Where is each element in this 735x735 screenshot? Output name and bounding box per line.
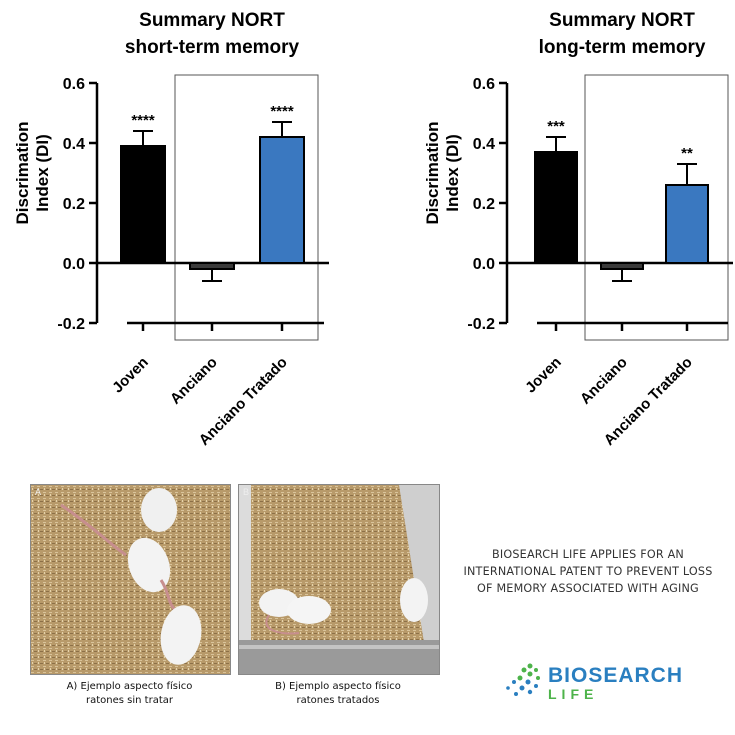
chart2-y-label-line: Index (DI) — [443, 134, 462, 211]
charts-area: Summary NORT short-term memory -0.2 0.0 0.2 0… — [13, 10, 733, 449]
biosearch-life-logo: BIOSEARCH LIFE — [500, 660, 700, 705]
chart1-category-label: Joven — [109, 354, 152, 397]
chart2-bar — [534, 151, 578, 264]
photo-treated-mice: B — [238, 484, 440, 675]
chart1-title: Summary NORT — [139, 10, 285, 31]
mice-photo-b-illustration — [239, 485, 439, 674]
chart1-y-label-line: Index (DI) — [33, 134, 52, 211]
chart1-bar — [189, 262, 235, 270]
chart2-category-label: Joven — [522, 354, 565, 397]
chart2-y-label: DiscrimationIndex (DI) — [423, 122, 462, 225]
chart2-subtitle: long-term memory — [539, 37, 706, 58]
chart2-bar — [665, 184, 709, 264]
chart2-significance-label: ** — [681, 145, 693, 162]
patent-announcement: BIOSEARCH LIFE APPLIES FOR AN INTERNATIO… — [448, 546, 728, 597]
chart2-group-frame — [584, 74, 729, 341]
chart2-y-tick-label: 0.4 — [473, 136, 495, 153]
logo-word-life: LIFE — [548, 686, 599, 702]
chart1-y-tick-label: 0.6 — [63, 76, 85, 93]
chart2-category-label: Anciano — [577, 354, 631, 408]
chart1-y-tick-label: 0.2 — [63, 196, 85, 213]
logo-word-biosearch: BIOSEARCH — [548, 664, 684, 687]
chart1-bar — [120, 145, 166, 264]
chart2-y-tick-label: 0.2 — [473, 196, 495, 213]
announcement-line1: BIOSEARCH LIFE APPLIES FOR AN — [492, 548, 684, 561]
chart2-y-tick-label: 0.0 — [473, 256, 495, 273]
chart1-y-label: DiscrimationIndex (DI) — [13, 122, 52, 225]
chart1-y-tick-label: 0.4 — [63, 136, 85, 153]
chart2-y-tick-label: -0.2 — [467, 316, 495, 333]
chart2-y-tick-label: 0.6 — [473, 76, 495, 93]
mice-photo-a-illustration — [31, 485, 230, 674]
photo-b-caption: B) Ejemplo aspecto físico ratones tratad… — [238, 680, 438, 708]
chart1-significance-label: **** — [270, 103, 294, 120]
chart1-category-label: Anciano — [167, 354, 221, 408]
photo-b-caption-line2: ratones tratados — [296, 695, 380, 706]
chart1-y-tick-label: 0.0 — [63, 256, 85, 273]
chart2-significance-label: *** — [547, 118, 565, 135]
photo-a-caption-line2: ratones sin tratar — [86, 695, 173, 706]
chart2-y-label-line: Discrimation — [423, 122, 442, 225]
photo-b-caption-line1: B) Ejemplo aspecto físico — [275, 681, 401, 692]
photo-b-label: B — [243, 487, 250, 497]
chart1-bar — [259, 136, 305, 264]
photo-a-caption-line1: A) Ejemplo aspecto físico — [66, 681, 193, 692]
photo-a-label: A — [35, 487, 42, 497]
chart1-subtitle: short-term memory — [125, 37, 300, 58]
chart1-y-tick-label: -0.2 — [57, 316, 85, 333]
chart1-y-label-line: Discrimation — [13, 122, 32, 225]
chart1-significance-label: **** — [131, 112, 155, 129]
photo-untreated-mice: A — [30, 484, 231, 675]
logo-dots-icon — [506, 663, 540, 696]
photo-a-caption: A) Ejemplo aspecto físico ratones sin tr… — [30, 680, 229, 708]
chart1-group-frame — [174, 74, 319, 341]
announcement-line3: OF MEMORY ASSOCIATED WITH AGING — [477, 582, 699, 595]
announcement-line2: INTERNATIONAL PATENT TO PREVENT LOSS — [463, 565, 713, 578]
chart2-title: Summary NORT — [549, 10, 695, 31]
chart2-bar — [600, 262, 644, 270]
